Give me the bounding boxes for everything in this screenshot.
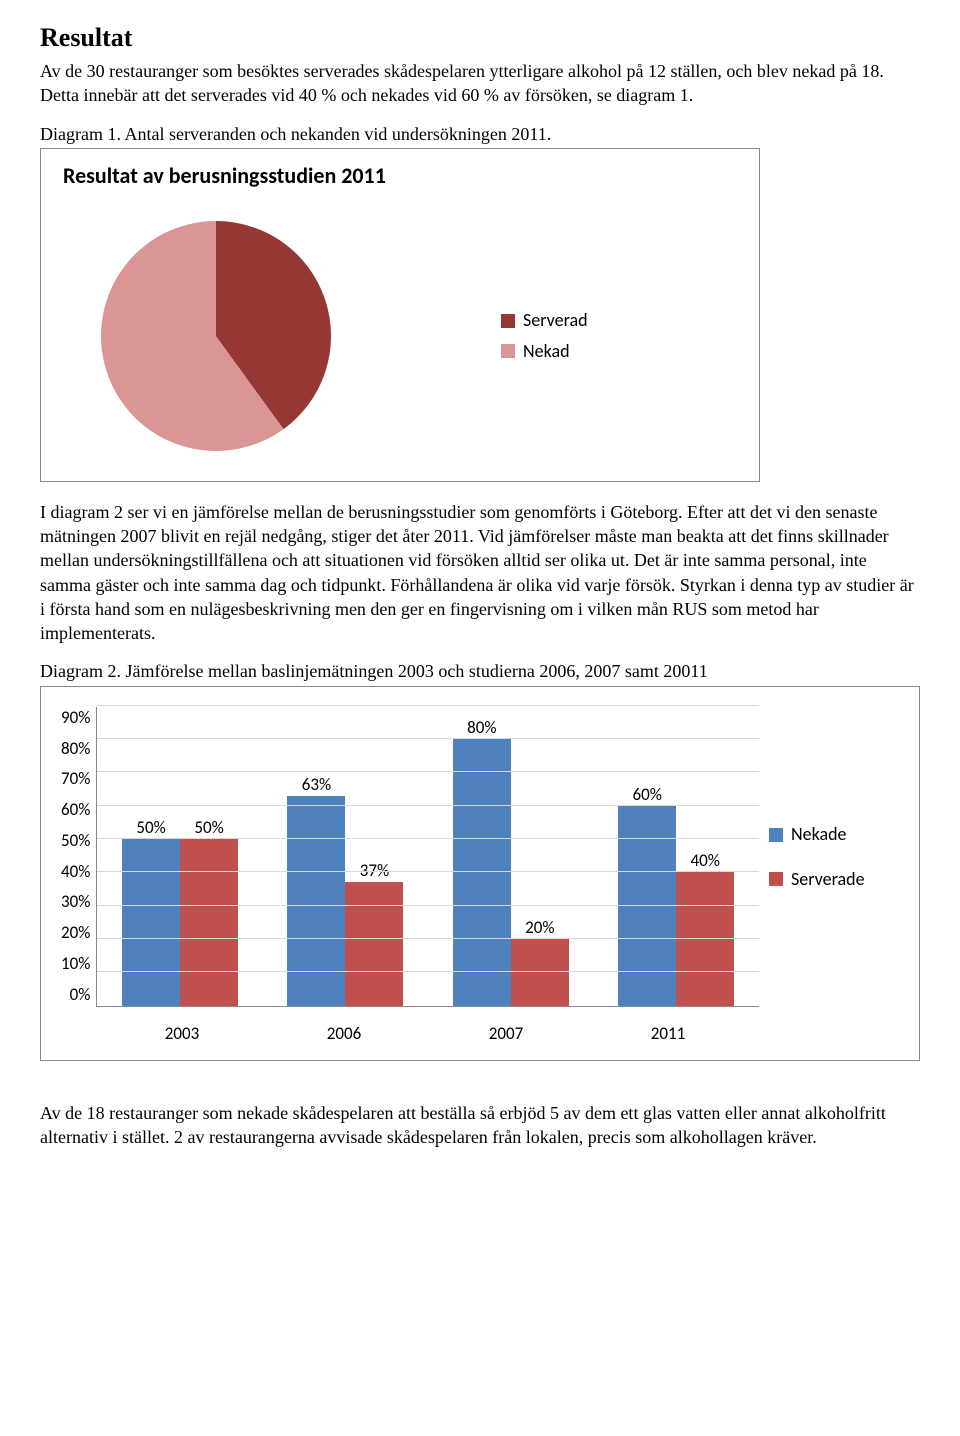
gridline bbox=[97, 905, 759, 906]
bar-legend: Nekade Serverade bbox=[769, 707, 899, 1007]
legend-swatch bbox=[501, 344, 515, 358]
y-tick: 20% bbox=[61, 922, 90, 945]
bar-y-axis: 90% 80% 70% 60% 50% 40% 30% 20% 10% 0% bbox=[61, 707, 96, 1007]
legend-label: Serverade bbox=[791, 867, 865, 891]
pie-legend-item: Nekad bbox=[501, 339, 588, 363]
y-tick: 0% bbox=[61, 984, 90, 1007]
bar-plot-area: 50%50%63%37%80%20%60%40% bbox=[96, 707, 759, 1007]
bar: 37% bbox=[345, 882, 403, 1005]
y-tick: 70% bbox=[61, 768, 90, 791]
legend-swatch bbox=[769, 872, 783, 886]
bar-group: 80%20% bbox=[438, 739, 584, 1006]
y-tick: 10% bbox=[61, 953, 90, 976]
bar: 20% bbox=[511, 939, 569, 1006]
page-heading: Resultat bbox=[40, 20, 920, 55]
pie-legend-item: Serverad bbox=[501, 308, 588, 332]
paragraph-3: Av de 18 restauranger som nekade skådesp… bbox=[40, 1101, 920, 1150]
bar: 60% bbox=[618, 806, 676, 1006]
paragraph-2: I diagram 2 ser vi en jämförelse mellan … bbox=[40, 500, 920, 646]
gridline bbox=[97, 738, 759, 739]
y-tick: 40% bbox=[61, 861, 90, 884]
bar-group: 60% 40% bbox=[603, 806, 749, 1006]
pie-chart bbox=[101, 221, 331, 451]
bar: 50% bbox=[180, 839, 238, 1006]
legend-label: Serverad bbox=[523, 308, 588, 332]
bar-value-label: 80% bbox=[467, 717, 496, 740]
pie-legend: Serverad Nekad bbox=[501, 302, 588, 369]
bar-legend-item: Serverade bbox=[769, 867, 899, 891]
gridline bbox=[97, 705, 759, 706]
bar-chart-box: 90%80%70%60%50%40%30%20%10%0% 50%50%63%3… bbox=[40, 686, 920, 1061]
legend-swatch bbox=[769, 828, 783, 842]
y-tick: 60% bbox=[61, 799, 90, 822]
paragraph-1: Av de 30 restauranger som besöktes serve… bbox=[40, 59, 920, 108]
bar: 63% bbox=[287, 796, 345, 1006]
gridline bbox=[97, 971, 759, 972]
y-tick: 30% bbox=[61, 891, 90, 914]
gridline bbox=[97, 871, 759, 872]
bar-group: 50%50% bbox=[107, 839, 253, 1006]
gridline bbox=[97, 805, 759, 806]
legend-label: Nekad bbox=[523, 339, 570, 363]
bar: 80% bbox=[453, 739, 511, 1006]
bar-value-label: 50% bbox=[194, 817, 223, 840]
bar-group: 63%37% bbox=[273, 796, 419, 1006]
gridline bbox=[97, 771, 759, 772]
x-tick: 2007 bbox=[435, 1023, 578, 1046]
bar-value-label: 50% bbox=[136, 817, 165, 840]
legend-swatch bbox=[501, 314, 515, 328]
bar-value-label: 60% bbox=[633, 784, 662, 807]
bar-value-label: 63% bbox=[302, 774, 331, 797]
x-tick: 2011 bbox=[597, 1023, 740, 1046]
x-tick: 2003 bbox=[111, 1023, 254, 1046]
y-tick: 90% bbox=[61, 707, 90, 730]
pie-chart-box: Resultat av berusningsstudien 2011 Serve… bbox=[40, 148, 760, 482]
y-tick: 80% bbox=[61, 738, 90, 761]
bar-value-label: 20% bbox=[525, 917, 554, 940]
pie-chart-title: Resultat av berusningsstudien 2011 bbox=[41, 149, 759, 191]
x-tick: 2006 bbox=[273, 1023, 416, 1046]
diagram2-caption: Diagram 2. Jämförelse mellan baslinjemät… bbox=[40, 659, 920, 683]
bar-legend-item: Nekade bbox=[769, 822, 899, 846]
gridline bbox=[97, 938, 759, 939]
gridline bbox=[97, 838, 759, 839]
bar: 50% bbox=[122, 839, 180, 1006]
y-tick: 50% bbox=[61, 830, 90, 853]
bar-value-label: 40% bbox=[691, 850, 720, 873]
legend-label: Nekade bbox=[791, 822, 847, 846]
bar-x-axis: 2003 2006 2007 2011 bbox=[41, 1017, 769, 1060]
diagram1-caption: Diagram 1. Antal serveranden och nekande… bbox=[40, 122, 920, 146]
